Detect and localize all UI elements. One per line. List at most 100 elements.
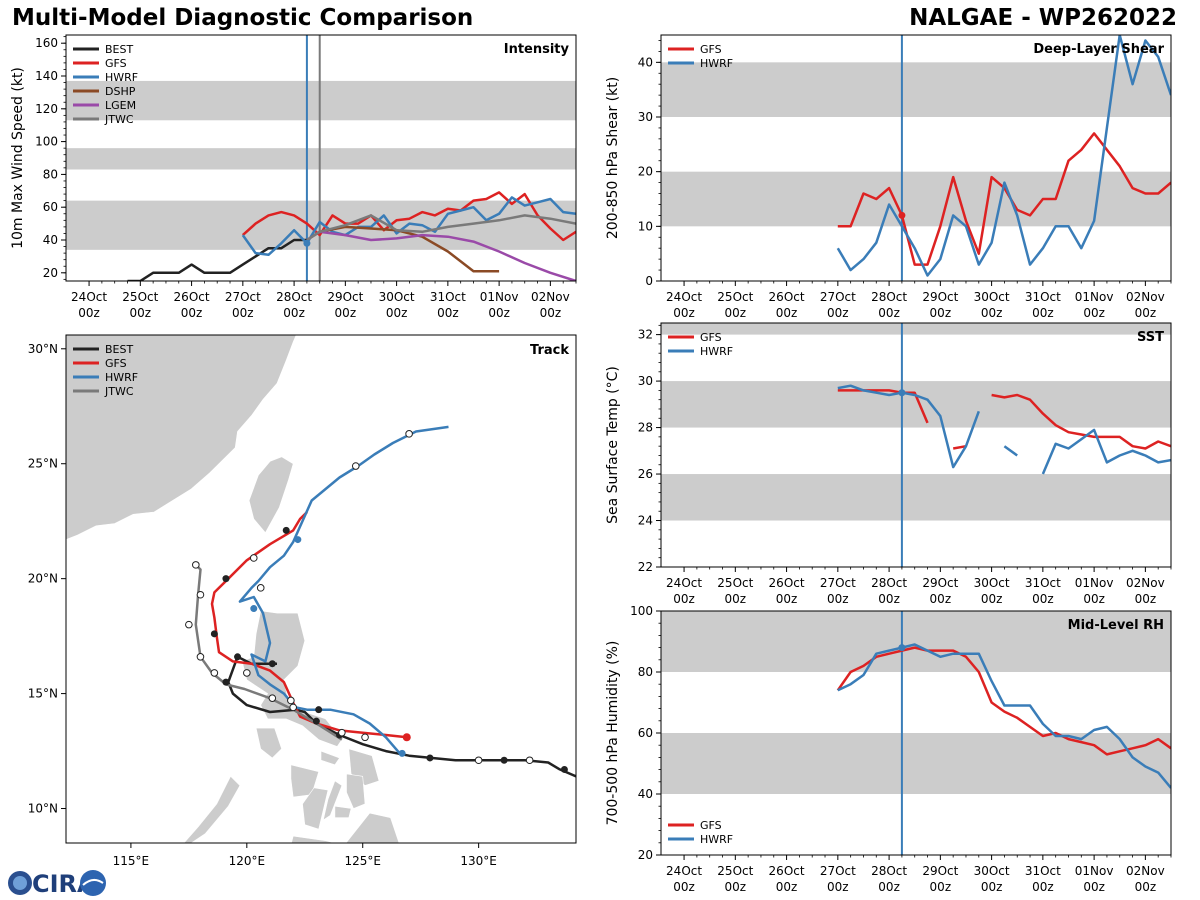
sst-xtick-hour: 00z (725, 592, 747, 606)
shear-ylabel: 200-850 hPa Shear (kt) (605, 77, 621, 239)
intensity-legend-label-hwrf: HWRF (105, 71, 138, 84)
track-hwrf-point-open (256, 584, 265, 592)
rh-xtick-date: 26Oct (769, 864, 805, 878)
intensity-xtick-date: 27Oct (225, 290, 261, 304)
rh-xtick-date: 28Oct (871, 864, 907, 878)
rh-xtick-hour: 00z (1083, 880, 1105, 894)
shear-band-1 (661, 62, 1171, 117)
sst-title: SST (1137, 330, 1164, 345)
intensity-xtick-date: 31Oct (430, 290, 466, 304)
sst-ytick-label: 28 (638, 421, 653, 435)
sst-ytick-label: 22 (638, 560, 653, 574)
track-best-point-filled (426, 754, 434, 762)
track-lat-label: 15°N (28, 687, 58, 701)
sst-xtick-hour: 00z (1135, 592, 1157, 606)
track-legend-label-hwrf: HWRF (105, 371, 138, 384)
rh-xtick-date: 30Oct (974, 864, 1010, 878)
track-lon-label: 115°E (113, 854, 150, 868)
intensity-series-gfs (241, 191, 576, 242)
intensity-band-2 (66, 80, 576, 121)
intensity-xtick-date: 25Oct (122, 290, 158, 304)
intensity-ylabel: 10m Max Wind Speed (kt) (10, 67, 26, 249)
intensity-xtick-hour: 00z (540, 306, 562, 320)
track-frame (65, 334, 577, 844)
intensity-ytick-label: 80 (43, 167, 58, 181)
sst-xtick-hour: 00z (827, 592, 849, 606)
track-lon-label: 125°E (344, 854, 381, 868)
shear-ytick-label: 10 (638, 219, 653, 233)
shear-xtick-hour: 00z (827, 306, 849, 320)
track-best-point-filled (315, 706, 323, 714)
cira-logo: CIRA (8, 870, 106, 898)
track-gfs-point-filled (282, 526, 290, 534)
shear-xtick-hour: 00z (673, 306, 695, 320)
intensity-xtick-hour: 00z (78, 306, 100, 320)
sst-xtick-date: 01Nov (1075, 576, 1114, 590)
sst-xtick-hour: 00z (981, 592, 1003, 606)
rh-panel: 20 40 60 80 100 24Oct 00z 25Oct 00z 26Oct 00z 27Oct… (605, 604, 1172, 894)
intensity-band-0 (66, 200, 576, 250)
track-jtwc-point-open (289, 703, 297, 712)
track-jtwc-point-open (210, 669, 219, 677)
track-lon-label: 130°E (460, 854, 497, 868)
shear-xtick-date: 25Oct (717, 290, 753, 304)
track-best-point-filled (234, 653, 242, 661)
track-hwrf-point-open (405, 430, 413, 438)
rh-marker-0 (898, 644, 906, 652)
sst-xtick-date: 31Oct (1025, 576, 1061, 590)
sst-series-gfs-seg0 (837, 389, 929, 424)
track-jtwc-point-open (196, 653, 205, 661)
track-gfs-start-marker (402, 733, 411, 742)
rh-series-hwrf (837, 643, 1171, 789)
intensity-ytick-label: 60 (43, 200, 58, 214)
rh-band-0 (661, 733, 1171, 794)
shear-xtick-date: 24Oct (666, 290, 702, 304)
track-jtwc-point-open (196, 590, 205, 599)
intensity-xtick-date: 01Nov (480, 290, 519, 304)
intensity-series-hwrf (241, 196, 576, 257)
track-hwrf-point-filled (294, 536, 302, 544)
track-best-point-filled (222, 678, 230, 686)
track-land-group (66, 335, 400, 843)
sst-xtick-hour: 00z (878, 592, 900, 606)
sst-xtick-hour: 00z (1083, 592, 1105, 606)
agency-seal-icon (80, 870, 106, 896)
rh-xtick-hour: 00z (878, 880, 900, 894)
intensity-xtick-date: 28Oct (276, 290, 312, 304)
sst-xtick-hour: 00z (930, 592, 952, 606)
intensity-ytick-label: 140 (35, 69, 58, 83)
land-mindoro (255, 727, 282, 759)
shear-xtick-date: 28Oct (871, 290, 907, 304)
shear-ytick-label: 0 (645, 274, 653, 288)
track-legend-label-jtwc: JTWC (104, 385, 134, 398)
rh-ylabel: 700-500 hPa Humidity (%) (605, 641, 621, 826)
intensity-xtick-hour: 00z (335, 306, 357, 320)
track-hwrf-point-open (249, 554, 258, 562)
sst-xtick-date: 24Oct (666, 576, 702, 590)
sst-ylabel: Sea Surface Temp (°C) (605, 366, 621, 524)
intensity-xtick-hour: 00z (386, 306, 408, 320)
rh-ytick-label: 40 (638, 787, 653, 801)
track-jtwc (194, 564, 343, 741)
track-gfs-point-filled (312, 717, 320, 725)
shear-marker-0 (898, 211, 906, 219)
intensity-xtick-date: 30Oct (379, 290, 415, 304)
sst-xtick-date: 26Oct (769, 576, 805, 590)
intensity-xtick-hour: 00z (181, 306, 203, 320)
shear-legend-label-gfs: GFS (700, 43, 722, 56)
sst-band-2 (661, 323, 1171, 335)
sst-series-hwrf-seg2 (1041, 428, 1171, 475)
track-title: Track (530, 343, 569, 358)
track-hwrf-point-filled (398, 749, 406, 757)
sst-legend-label-gfs: GFS (700, 331, 722, 344)
intensity-xtick-hour: 00z (283, 306, 305, 320)
intensity-xtick-date: 26Oct (174, 290, 210, 304)
rh-xtick-hour: 00z (725, 880, 747, 894)
intensity-series-group (127, 191, 576, 281)
intensity-xtick-hour: 00z (232, 306, 254, 320)
land-negros (302, 787, 329, 830)
rh-legend-label-gfs: GFS (700, 819, 722, 832)
track-lat-label: 30°N (28, 342, 58, 356)
rh-xtick-hour: 00z (673, 880, 695, 894)
